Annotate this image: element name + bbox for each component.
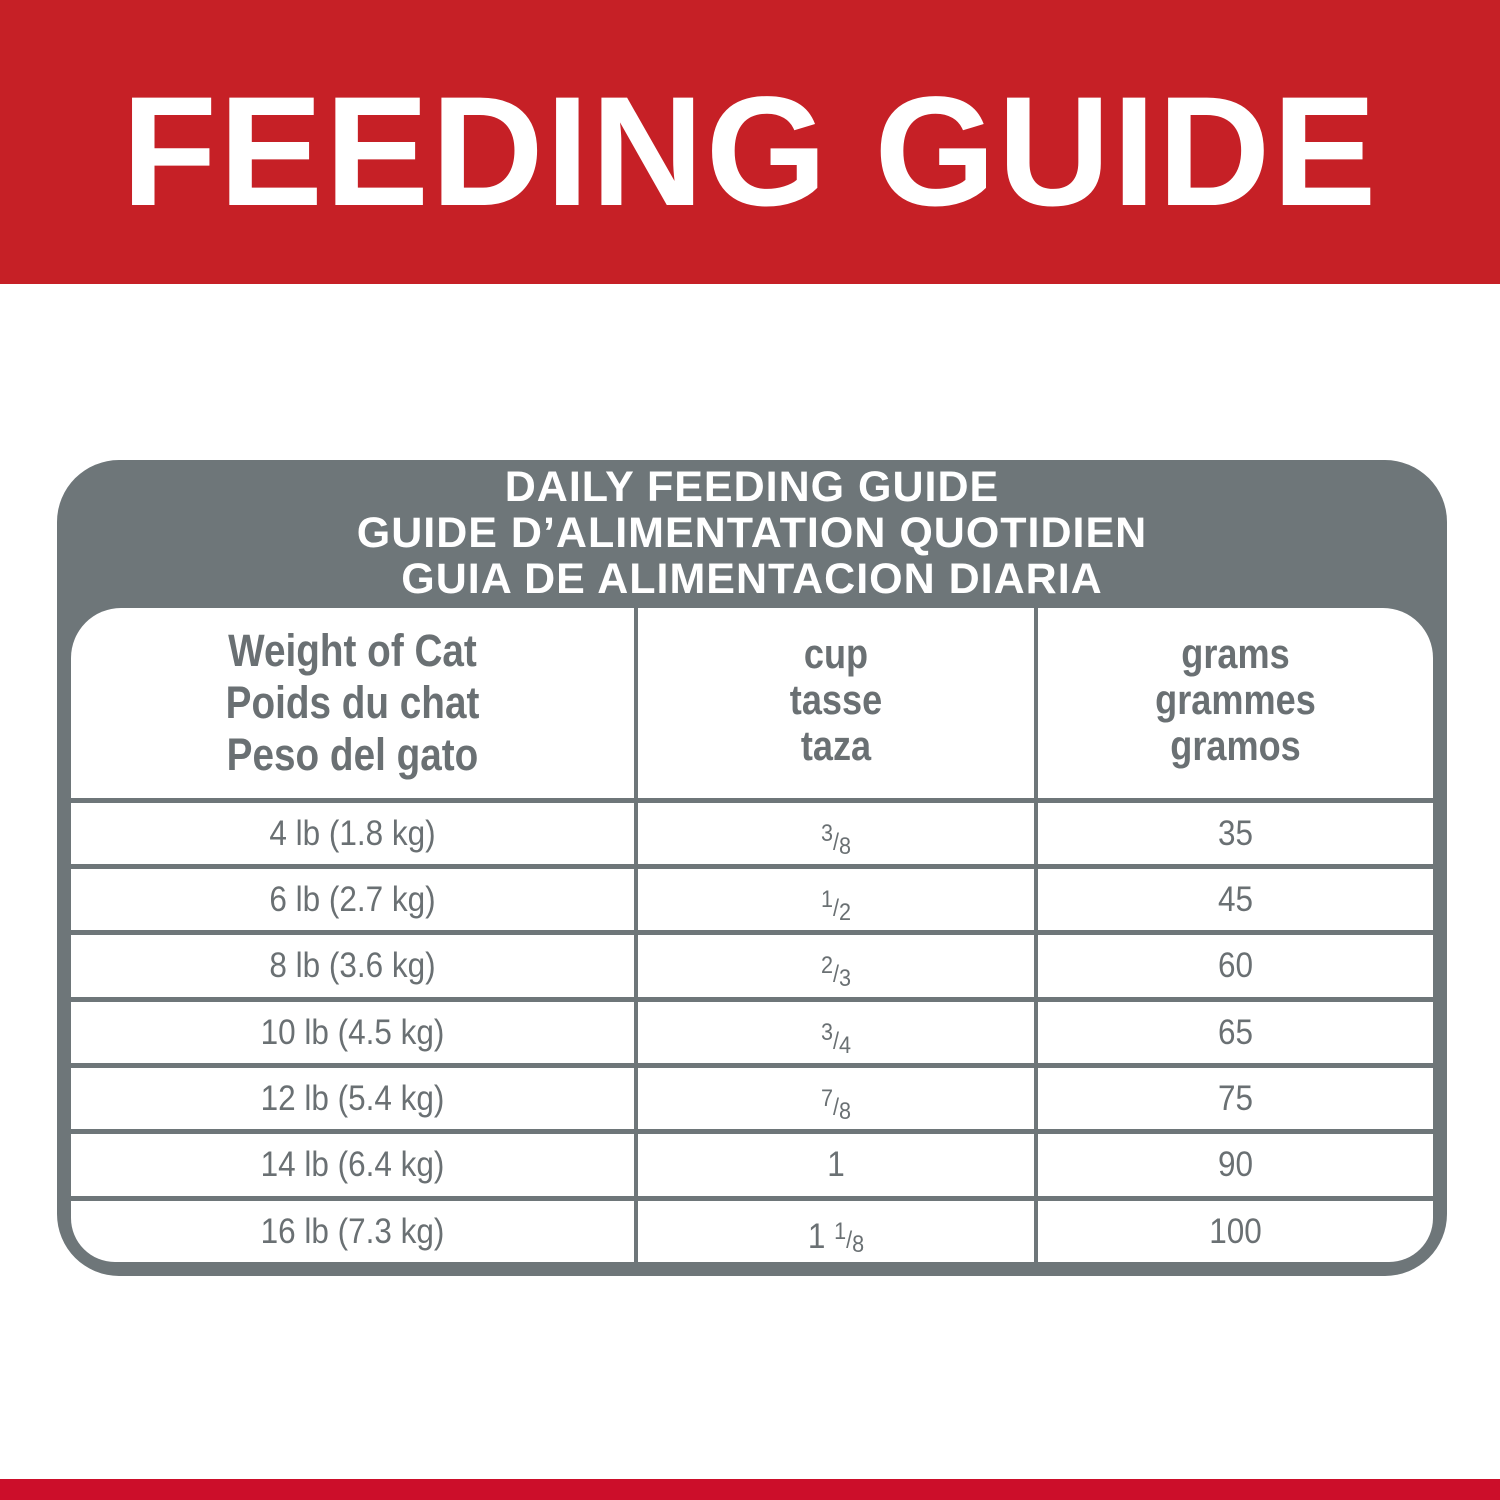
column-divider [634,608,638,1262]
weight-value: 16 lb (7.3 kg) [260,1212,445,1251]
fraction-denominator: 2 [838,899,852,926]
cup-whole: 1 [807,1217,826,1256]
weight-value: 12 lb (5.4 kg) [260,1079,445,1118]
fraction-denominator: 8 [838,1098,852,1125]
header-line: grams [1181,630,1290,677]
grams-value: 75 [1217,1079,1254,1118]
grams-value: 90 [1217,1145,1254,1184]
row-divider [71,1196,1433,1201]
header-grams: grams grammes gramos [1066,631,1406,769]
grams-value: 100 [1209,1212,1262,1251]
row-divider [71,930,1433,935]
fraction-numerator: 1 [834,1218,847,1245]
grams-cell: 100 [1058,1199,1414,1262]
weight-cell: 12 lb (5.4 kg) [99,1066,606,1132]
fraction-denominator: 8 [852,1231,865,1258]
cup-cell: 3/8 [658,801,1014,880]
header-line: gramos [1170,722,1301,769]
cup-cell: 1 [658,1132,1014,1198]
cup-fraction: 7/8 [820,1085,852,1125]
cup-cell: 1 1/8 [658,1199,1014,1262]
fraction-numerator: 7 [820,1085,833,1112]
row-divider [71,997,1433,1002]
cup-whole: 1 [827,1145,845,1184]
fraction-numerator: 3 [820,820,833,847]
fraction-numerator: 3 [820,1019,833,1046]
fraction-denominator: 8 [838,833,852,860]
weight-cell: 4 lb (1.8 kg) [99,801,606,867]
grams-cell: 90 [1058,1132,1414,1198]
footer-bar [0,1479,1500,1500]
grams-cell: 45 [1058,867,1414,933]
row-divider [71,1129,1433,1134]
grams-cell: 65 [1058,1000,1414,1066]
header-weight: Weight of Cat Poids du chat Peso del gat… [110,625,594,781]
weight-value: 14 lb (6.4 kg) [260,1145,445,1184]
cup-cell: 3/4 [658,1000,1014,1079]
row-divider [71,1063,1433,1068]
weight-value: 8 lb (3.6 kg) [269,946,436,985]
cup-fraction: 1/8 [834,1218,865,1258]
header-line: Peso del gato [226,729,479,780]
fraction-denominator: 4 [838,1032,852,1059]
header-line: cup [803,630,869,677]
feeding-table: Weight of Cat Poids du chat Peso del gat… [71,608,1433,1262]
header-line: tasse [789,676,883,723]
header-cup: cup tasse taza [666,631,1007,769]
grams-cell: 75 [1058,1066,1414,1132]
card-title-fr: GUIDE D’ALIMENTATION QUOTIDIEN [356,509,1148,557]
card-titles: DAILY FEEDING GUIDE GUIDE D’ALIMENTATION… [57,464,1447,602]
header-banner [0,0,1500,284]
weight-cell: 8 lb (3.6 kg) [99,933,606,999]
weight-value: 6 lb (2.7 kg) [269,880,436,919]
weight-cell: 14 lb (6.4 kg) [99,1132,606,1198]
grams-cell: 60 [1058,933,1414,999]
cup-cell: 1/2 [658,867,1014,946]
cup-fraction: 3/4 [820,1019,852,1059]
grams-cell: 35 [1058,801,1414,867]
grams-value: 45 [1217,880,1254,919]
weight-value: 10 lb (4.5 kg) [260,1013,445,1052]
card-title-es: GUIA DE ALIMENTACION DIARIA [401,555,1103,603]
page-title: FEEDING GUIDE [121,65,1379,239]
grams-value: 60 [1217,946,1254,985]
card-title-en: DAILY FEEDING GUIDE [504,463,1000,511]
weight-cell: 10 lb (4.5 kg) [99,1000,606,1066]
column-divider [1034,608,1038,1262]
row-divider [71,864,1433,869]
fraction-numerator: 2 [820,952,833,979]
cup-cell: 2/3 [658,933,1014,1012]
weight-value: 4 lb (1.8 kg) [269,814,436,853]
weight-cell: 16 lb (7.3 kg) [99,1199,606,1262]
cup-fraction: 2/3 [820,952,852,992]
grams-value: 35 [1217,814,1254,853]
cup-fraction: 3/8 [820,820,852,860]
cup-fraction: 1/2 [820,886,852,926]
header-line: Poids du chat [225,677,480,728]
weight-cell: 6 lb (2.7 kg) [99,867,606,933]
header-line: taza [800,722,872,769]
header-line: grammes [1155,676,1316,723]
fraction-numerator: 1 [820,886,833,913]
cup-cell: 7/8 [658,1066,1014,1145]
grams-value: 65 [1217,1013,1254,1052]
header-line: Weight of Cat [228,625,477,676]
fraction-denominator: 3 [838,965,852,992]
row-divider [71,798,1433,803]
